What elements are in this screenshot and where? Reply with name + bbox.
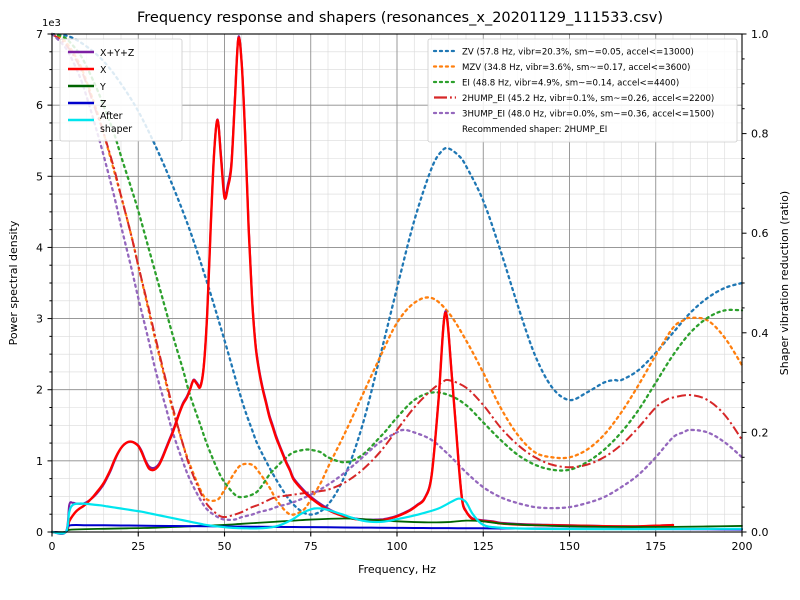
shaper-curve-3hump_ei [50,32,744,522]
legend-psd-label-2: Y [99,82,106,93]
y-tick-label: 2 [36,384,43,397]
y-tick-label: 0 [36,526,43,539]
shaper-curve-mzv [50,32,744,516]
legend-shaper-label-mzv: MZV (34.8 Hz, vibr=3.6%, sm~=0.17, accel… [462,63,690,73]
legend-shapers[interactable]: ZV (57.8 Hz, vibr=20.3%, sm~=0.05, accel… [427,38,738,143]
x-tick-label: 175 [645,540,666,553]
x-axis-ticks: 0 25 50 75 100 125 150 175 200 [49,532,753,553]
shaper-curve-2hump_ei [51,33,743,519]
legend-shaper-label-ei: EI (48.8 Hz, vibr=4.9%, sm~=0.14, accel<… [462,79,679,89]
x-tick-label: 50 [218,540,232,553]
legend-shapers-box [427,38,738,143]
x-axis-label: Frequency, Hz [358,563,436,576]
y-tick-label: 1 [36,455,43,468]
y2-tick-label: 0.4 [751,327,769,340]
psd-curve-after-shaper [50,497,744,535]
y2-axis-ticks: 0.0 0.2 0.4 0.6 0.8 1.0 [742,28,769,539]
legend-psd-label-3: Z [100,99,106,110]
x-tick-label: 200 [732,540,753,553]
legend-recommended-shaper-note: Recommended shaper: 2HUMP_EI [462,125,607,135]
x-tick-label: 125 [473,540,494,553]
psd-curves-group [50,35,744,535]
y2-tick-label: 0.0 [751,526,769,539]
y-tick-label: 7 [36,28,43,41]
chart-title: Frequency response and shapers (resonanc… [137,10,663,26]
x-tick-label: 100 [387,540,408,553]
psd-curve-x [50,36,675,534]
y-tick-label: 3 [36,313,43,326]
y-axis-label: Power spectral density [7,220,20,345]
legend-shaper-label-zv: ZV (57.8 Hz, vibr=20.3%, sm~=0.05, accel… [462,48,694,58]
shaper-curve-zv [50,32,744,516]
y2-tick-label: 1.0 [751,28,769,41]
y2-axis-label: Shaper vibration reduction (ratio) [778,191,791,375]
legend-shaper-label-2hump_ei: 2HUMP_EI (45.2 Hz, vibr=0.1%, sm~=0.26, … [462,94,714,104]
y-tick-label: 6 [36,99,43,112]
y2-tick-label: 0.2 [751,426,769,439]
legend-shaper-label-3hump_ei: 3HUMP_EI (48.0 Hz, vibr=0.0%, sm~=0.36, … [462,110,714,120]
legend-psd-box [59,38,183,142]
x-tick-label: 75 [304,540,318,553]
shaper-curves-group [50,32,744,522]
legend-psd-label-1: X [100,65,107,76]
y2-tick-label: 0.6 [751,227,769,240]
x-tick-label: 150 [559,540,580,553]
y-tick-label: 5 [36,170,43,183]
x-tick-label: 25 [131,540,145,553]
psd-curve-y [51,517,743,534]
legend-psd-label-4: After [100,111,123,122]
y-tick-label: 4 [36,241,43,254]
legend-psd-label-0: X+Y+Z [100,48,134,59]
x-tick-label: 0 [49,540,56,553]
y-axis-offset-label: 1e3 [42,18,61,29]
y2-tick-label: 0.8 [751,128,769,141]
legend-psd-label-4-cont: shaper [100,124,132,135]
y-axis-ticks: 0 1 2 3 4 5 6 7 [36,28,52,539]
